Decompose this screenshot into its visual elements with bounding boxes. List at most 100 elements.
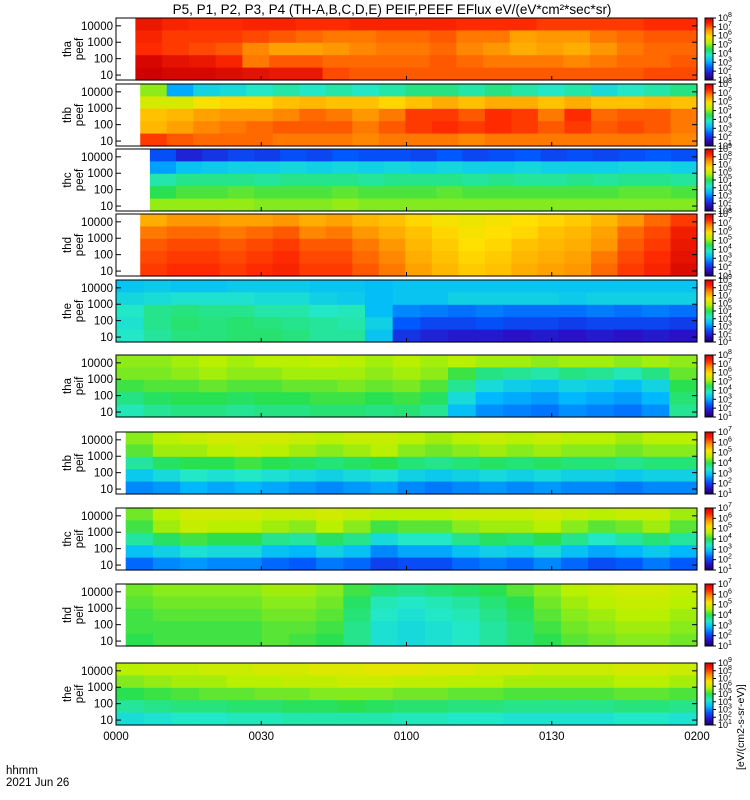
heatmap-cell [564,238,592,252]
heatmap-cell [669,317,698,331]
heatmap-cell [226,329,255,343]
heatmap-cell [316,557,344,571]
colorbar-tick-base: 10 [718,262,728,272]
colorbar-tick-exp: 3 [728,190,732,197]
y-tick-label: 1000 [87,451,113,463]
heatmap-cell [234,596,263,610]
heatmap-cell [261,596,290,610]
heatmap-cell [226,404,255,418]
heatmap-cell [503,292,532,306]
heatmap-cell [614,317,643,331]
heatmap-cell [125,557,154,571]
heatmap-cell [288,608,317,622]
heatmap-cell [431,84,459,97]
heatmap-cell [452,520,480,534]
heatmap-cell [564,251,592,265]
heatmap-cell [116,317,145,331]
heatmap-cell [226,292,255,306]
heatmap-cell [558,712,587,726]
colorbar-tick-label: 102 [718,328,732,339]
heatmap-cell [586,712,615,726]
heatmap-cell [514,173,542,187]
colorbar-tick-exp: 9 [728,657,732,664]
heatmap-cell [509,18,538,31]
heatmap-cell [424,621,453,635]
heatmap-cell [149,186,177,200]
heatmap-cell [669,675,698,689]
heatmap-cell [352,96,380,110]
heatmap-cell [316,608,344,622]
heatmap-cell [116,379,145,393]
colorbar-tick-base: 10 [718,66,728,76]
heatmap-cell [152,532,181,546]
colorbar-tick-label: 107 [718,578,732,589]
colorbar-tick-exp: 1 [728,270,732,277]
heatmap-cell [193,238,221,252]
heatmap-cell [479,633,508,647]
heatmap-cell [511,238,539,252]
heatmap-cell [392,687,421,701]
heatmap-cell [614,280,643,293]
heatmap-cell [615,545,644,559]
heatmap-cell [316,481,344,495]
heatmap-cell [171,280,200,293]
panel-label-product: peef [74,37,86,60]
heatmap-cell [458,238,486,252]
heatmap-cell [246,108,274,122]
colorbar-tick-label: 106 [718,436,732,447]
heatmap-cell [215,30,243,44]
heatmap-cell [431,263,459,277]
heatmap-cell [254,687,283,701]
heatmap-cell [533,608,562,622]
x-tick-label: 0000 [103,731,129,743]
heatmap-cell [531,675,560,689]
heatmap-cell [531,712,560,726]
y-tick-label: 10000 [81,435,113,447]
heatmap-cell [479,469,508,483]
heatmap-cell [452,508,480,521]
heatmap-cell [242,18,270,31]
colorbar-tick-base: 10 [718,458,728,468]
heatmap-cell [125,456,154,470]
heatmap-cell [588,545,616,559]
colorbar-tick-exp: 5 [728,688,732,695]
heatmap-cell [365,663,394,676]
heatmap-cell [536,30,564,44]
colorbar-tick-exp: 5 [728,235,732,242]
heatmap-cell [531,329,560,343]
heatmap-cell [343,584,372,597]
heatmap-cell [207,545,236,559]
heatmap-cell [125,545,154,559]
heatmap-cell [458,96,486,110]
y-tick-label: 10000 [81,87,113,99]
heatmap-cell [349,67,377,81]
heatmap-cell [316,545,344,559]
panel-thc-peif: 10100100010000thcpeif1011021031041051061… [62,502,732,575]
heatmap-cell [299,121,327,135]
heatmap-cell [140,238,168,252]
heatmap-cell [378,96,406,110]
colorbar-tick-base: 10 [718,712,728,722]
heatmap-cell [669,280,698,293]
heatmap-cell [352,133,380,147]
heatmap-cell [670,226,698,240]
heatmap-cell [669,584,698,597]
heatmap-cell [288,532,317,546]
heatmap-cell [246,251,274,265]
heatmap-cell [436,186,464,200]
colorbar-tick-label: 102 [718,197,732,208]
heatmap-cell [590,226,619,240]
heatmap-cell [402,67,431,81]
heatmap-cell [370,481,399,495]
colorbar-tick-label: 105 [718,688,732,699]
heatmap-cell [642,584,671,597]
colorbar-tick-exp: 6 [728,166,732,173]
colorbar-tick-label: 107 [718,217,732,228]
colorbar-tick-label: 101 [718,719,732,730]
heatmap-cell [219,133,247,147]
heatmap-cell [295,18,324,31]
heatmap-cell [506,557,535,571]
panel-label-product: peef [74,233,86,256]
y-tick-label: 10 [100,636,113,648]
heatmap-cell [670,238,698,252]
